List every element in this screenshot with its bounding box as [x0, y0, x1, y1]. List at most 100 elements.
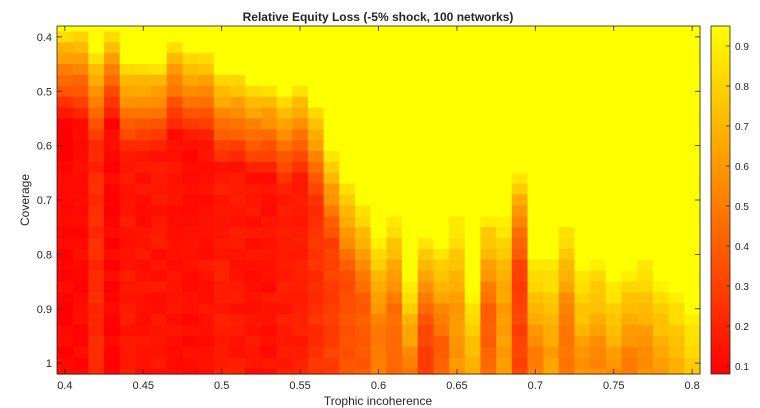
- heatmap-cell: [88, 238, 105, 250]
- heatmap-cell: [354, 129, 372, 141]
- heatmap-cell: [182, 107, 199, 120]
- heatmap-cell: [292, 107, 309, 120]
- heatmap-cell: [464, 357, 482, 370]
- heatmap-cell: [276, 107, 293, 120]
- heatmap-cell: [480, 107, 497, 120]
- heatmap-cell: [605, 74, 623, 87]
- heatmap-cell: [449, 346, 466, 359]
- heatmap-cell: [88, 31, 105, 43]
- heatmap-cell: [88, 325, 105, 337]
- heatmap-cell: [668, 335, 685, 348]
- heatmap-cell: [88, 194, 105, 207]
- heatmap-cell: [402, 151, 419, 163]
- heatmap-cells: [57, 26, 701, 375]
- heatmap-cell: [57, 85, 74, 98]
- heatmap-cell: [182, 85, 199, 98]
- heatmap-cell: [652, 292, 670, 304]
- heatmap-cell: [245, 140, 262, 152]
- heatmap-cell: [480, 151, 497, 163]
- heatmap-cell: [621, 31, 638, 43]
- heatmap-cell: [480, 161, 497, 174]
- heatmap-cell: [652, 314, 670, 326]
- heatmap-cell: [135, 74, 152, 87]
- heatmap-cell: [260, 53, 278, 65]
- heatmap-cell: [386, 248, 403, 261]
- heatmap-cell: [57, 270, 74, 283]
- heatmap-cell: [464, 216, 482, 228]
- heatmap-cell: [402, 161, 419, 174]
- heatmap-cell: [496, 42, 513, 54]
- heatmap-cell: [166, 42, 184, 54]
- heatmap-cell: [590, 140, 607, 152]
- heatmap-cell: [417, 140, 434, 152]
- heatmap-cell: [433, 161, 450, 174]
- heatmap-cell: [417, 346, 434, 359]
- heatmap-cell: [590, 346, 607, 359]
- y-tick-label: 0.5: [37, 86, 52, 98]
- heatmap-cell: [245, 42, 262, 54]
- heatmap-cell: [652, 26, 670, 33]
- heatmap-cell: [543, 42, 560, 54]
- heatmap-cell: [276, 259, 293, 272]
- heatmap-cell: [496, 140, 513, 152]
- heatmap-cell: [276, 53, 293, 65]
- heatmap-cell: [386, 53, 403, 65]
- heatmap-cell: [449, 151, 466, 163]
- heatmap-cell: [590, 357, 607, 370]
- heatmap-cell: [119, 335, 137, 348]
- heatmap-cell: [151, 53, 168, 65]
- heatmap-cell: [637, 368, 654, 375]
- heatmap-cell: [245, 357, 262, 370]
- heatmap-cell: [511, 107, 529, 120]
- heatmap-cell: [558, 172, 576, 185]
- heatmap-cell: [480, 118, 497, 130]
- heatmap-cell: [386, 227, 403, 239]
- heatmap-cell: [574, 107, 591, 120]
- heatmap-cell: [637, 118, 654, 130]
- heatmap-cell: [402, 368, 419, 375]
- heatmap-cell: [119, 357, 137, 370]
- heatmap-cell: [417, 238, 434, 250]
- heatmap-cell: [229, 227, 246, 239]
- heatmap-cell: [245, 281, 262, 294]
- heatmap-cell: [590, 259, 607, 272]
- heatmap-cell: [339, 357, 356, 370]
- heatmap-cell: [605, 259, 623, 272]
- heatmap-cell: [417, 335, 434, 348]
- heatmap-cell: [433, 227, 450, 239]
- heatmap-cell: [354, 346, 372, 359]
- heatmap-cell: [57, 216, 74, 228]
- heatmap-cell: [464, 205, 482, 217]
- heatmap-cell: [590, 85, 607, 98]
- heatmap-cell: [104, 303, 121, 315]
- heatmap-cell: [213, 314, 231, 326]
- heatmap-cell: [590, 183, 607, 196]
- heatmap-cell: [590, 335, 607, 348]
- heatmap-cell: [637, 248, 654, 261]
- colorbar-tick-label: 0.7: [735, 122, 749, 133]
- heatmap-cell: [543, 227, 560, 239]
- heatmap-cell: [558, 357, 576, 370]
- heatmap-cell: [166, 248, 184, 261]
- heatmap-cell: [182, 335, 199, 348]
- heatmap-cell: [668, 303, 685, 315]
- heatmap-cell: [464, 107, 482, 120]
- heatmap-cell: [119, 292, 137, 304]
- heatmap-cell: [213, 161, 231, 174]
- heatmap-cell: [88, 118, 105, 130]
- heatmap-cell: [527, 194, 544, 207]
- heatmap-cell: [135, 270, 152, 283]
- heatmap-cell: [370, 325, 387, 337]
- heatmap-cell: [605, 118, 623, 130]
- heatmap-cell: [621, 183, 638, 196]
- heatmap-cell: [339, 238, 356, 250]
- heatmap-cell: [323, 259, 340, 272]
- heatmap-cell: [668, 31, 685, 43]
- heatmap-cell: [182, 151, 199, 163]
- heatmap-cell: [480, 129, 497, 141]
- heatmap-cell: [652, 161, 670, 174]
- heatmap-cell: [119, 26, 137, 33]
- heatmap-cell: [57, 53, 74, 65]
- heatmap-cell: [590, 281, 607, 294]
- y-tick-label: 0.8: [37, 249, 52, 261]
